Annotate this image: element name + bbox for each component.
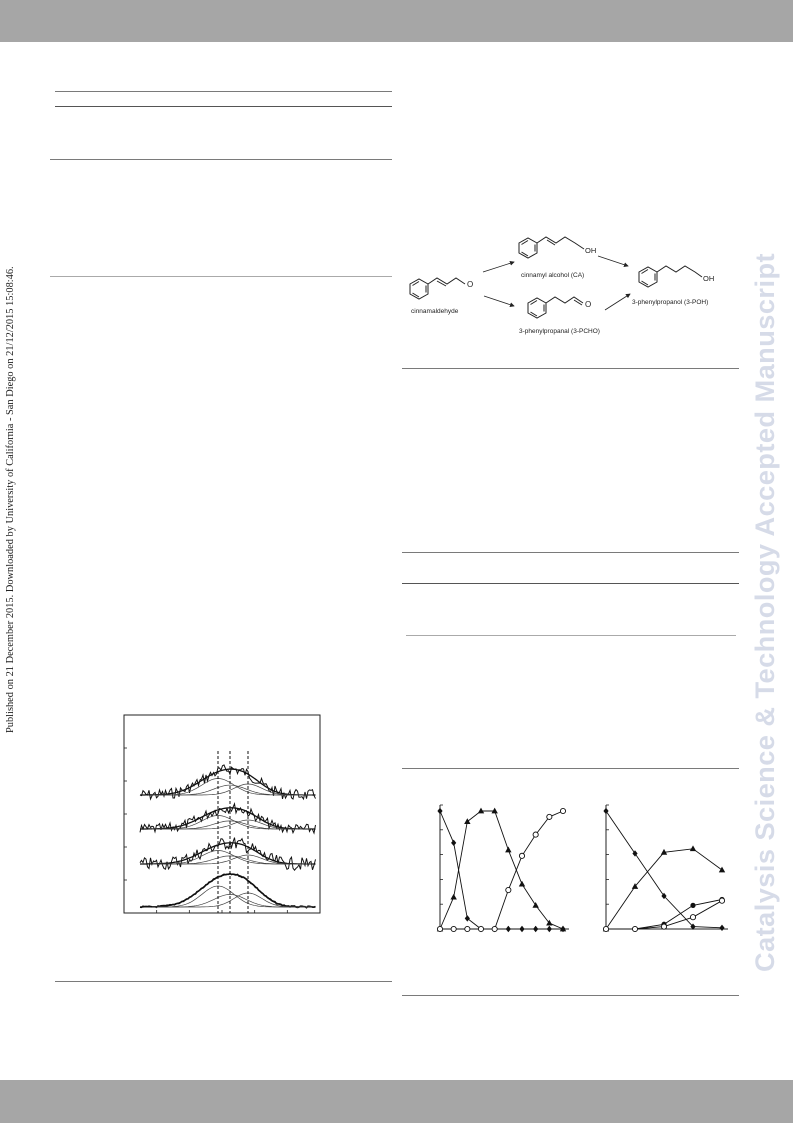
kinetics-left-diamond-point bbox=[533, 925, 539, 933]
kinetics-left-diamond-point bbox=[464, 915, 470, 922]
phenylpropanol-label: 3-phenylpropanol (3-POH) bbox=[632, 299, 708, 306]
kinetics-left-open-circle-point bbox=[436, 925, 444, 933]
kinetics-left-open-circle-point bbox=[546, 813, 553, 820]
phenylpropanal-structure bbox=[527, 296, 584, 319]
kinetics-right-open-circle-point bbox=[689, 914, 697, 921]
spectrum-component-peak bbox=[152, 854, 312, 865]
kinetics-left-triangle-point bbox=[518, 880, 526, 887]
arrow-pcho-to-phenylpropanol bbox=[604, 293, 631, 311]
arrow-ca-to-phenylpropanol bbox=[597, 255, 629, 268]
kinetics-right-triangle-point bbox=[689, 845, 697, 852]
spectrum-fit bbox=[140, 842, 316, 865]
kinetics-left-diamond-point bbox=[519, 925, 525, 933]
kinetics-left-open-circle-point bbox=[518, 852, 526, 859]
kinetics-chart-left bbox=[436, 804, 569, 933]
kinetics-left-open-circle-point bbox=[477, 925, 485, 933]
kinetics-right-triangle-point bbox=[631, 883, 639, 889]
header-band bbox=[0, 0, 793, 42]
right-table-bottom-rule bbox=[402, 768, 739, 769]
kinetics-left-diamond-point bbox=[451, 839, 457, 847]
right-bottom-rule bbox=[402, 995, 739, 996]
spectra-frame bbox=[123, 714, 321, 914]
arrow-to-phenylpropanal bbox=[483, 295, 515, 308]
kinetics-left-triangle-point bbox=[505, 846, 512, 853]
left-bottom-rule bbox=[55, 981, 392, 982]
kinetics-right-diamond-point bbox=[719, 924, 725, 932]
kinetics-left-diamond-point bbox=[505, 925, 511, 933]
kinetics-right-filled-circle-point bbox=[690, 902, 696, 908]
arrow-to-cinnamyl-alcohol bbox=[482, 260, 515, 273]
kinetics-left-diamond-line bbox=[439, 810, 563, 930]
kinetics-right-triangle-line bbox=[605, 848, 723, 930]
spectrum-component-peak bbox=[152, 783, 312, 796]
kinetics-left-open-circle-point bbox=[464, 925, 471, 933]
kinetics-left-open-circle-point bbox=[532, 831, 539, 838]
phenylpropanal-oxygen: O bbox=[585, 300, 591, 309]
kinetics-right-diamond-point bbox=[603, 807, 609, 815]
phenylpropanal-label: 3-phenylpropanal (3-PCHO) bbox=[519, 328, 600, 335]
left-table-mid-rule bbox=[50, 159, 392, 160]
left-table-bottom-rule bbox=[50, 276, 392, 277]
spectrum-component-peak bbox=[152, 892, 312, 908]
kinetics-left-triangle-line bbox=[439, 810, 564, 930]
spectra-chart bbox=[123, 714, 321, 914]
kinetics-left-open-circle-point bbox=[505, 887, 512, 894]
spectrum-trace bbox=[139, 802, 316, 835]
footer-band bbox=[0, 1080, 793, 1123]
spectrum-trace bbox=[139, 764, 316, 801]
cinnamyl-alcohol-structure bbox=[518, 236, 585, 259]
kinetics-left-triangle-point bbox=[491, 807, 498, 814]
spectrum-fit bbox=[140, 807, 316, 830]
phenylpropanol-hydroxyl: OH bbox=[703, 274, 714, 283]
cinnamaldehyde-oxygen: O bbox=[467, 280, 473, 289]
left-table-header-rule bbox=[55, 106, 392, 107]
cinnamyl-alcohol-label: cinnamyl alcohol (CA) bbox=[521, 272, 584, 279]
scheme-bottom-rule bbox=[402, 368, 739, 369]
kinetics-left-diamond-point bbox=[546, 925, 552, 933]
kinetics-left-open-circle-point bbox=[559, 807, 567, 815]
left-table-top-rule bbox=[55, 91, 392, 92]
spectrum-component-peak bbox=[152, 894, 312, 908]
kinetics-left-triangle-point bbox=[546, 919, 553, 926]
kinetics-left-triangle-point bbox=[532, 902, 539, 908]
kinetics-chart-right bbox=[602, 804, 728, 933]
kinetics-left-open-circle-point bbox=[491, 925, 498, 933]
kinetics-left-triangle-point bbox=[464, 818, 471, 825]
spectrum-component-peak bbox=[152, 819, 312, 830]
kinetics-left-diamond-point bbox=[437, 807, 443, 815]
kinetics-left-open-circle-line bbox=[440, 810, 564, 930]
kinetics-left-open-circle-point bbox=[450, 925, 457, 933]
kinetics-left-triangle-point bbox=[559, 925, 567, 932]
kinetics-right-open-circle-point bbox=[631, 925, 639, 933]
cinnamyl-alcohol-hydroxyl: OH bbox=[585, 246, 596, 255]
spectrum-fit bbox=[140, 768, 316, 796]
cinnamaldehyde-structure bbox=[409, 277, 466, 300]
right-table-top-rule bbox=[402, 552, 739, 553]
right-table-header-rule bbox=[402, 583, 739, 584]
kinetics-right-open-circle-point bbox=[660, 923, 668, 930]
phenylpropanol-structure bbox=[638, 265, 703, 288]
kinetics-right-triangle-point bbox=[660, 848, 668, 855]
cinnamaldehyde-label: cinnamaldehyde bbox=[411, 308, 459, 315]
kinetics-right-open-circle-point bbox=[602, 925, 610, 933]
kinetics-left-triangle-point bbox=[450, 893, 457, 900]
spectrum-fit bbox=[140, 873, 316, 908]
spectrum-trace bbox=[139, 872, 316, 909]
kinetics-right-open-circle-point bbox=[718, 897, 726, 904]
right-table-mid-rule bbox=[406, 635, 736, 636]
spectrum-trace bbox=[139, 837, 316, 872]
kinetics-right-triangle-point bbox=[718, 866, 726, 873]
kinetics-left-triangle-point bbox=[477, 807, 485, 814]
